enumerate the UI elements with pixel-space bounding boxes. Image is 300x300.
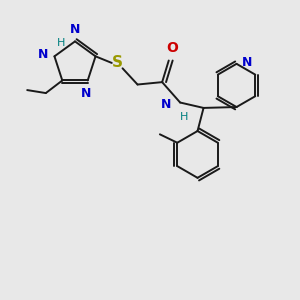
Text: H: H: [57, 38, 65, 48]
Text: H: H: [180, 112, 188, 122]
Text: N: N: [161, 98, 172, 111]
Text: O: O: [167, 41, 178, 55]
Text: N: N: [81, 87, 92, 100]
Text: S: S: [112, 56, 123, 70]
Text: N: N: [242, 56, 252, 69]
Text: N: N: [70, 23, 80, 36]
Text: N: N: [38, 48, 48, 61]
